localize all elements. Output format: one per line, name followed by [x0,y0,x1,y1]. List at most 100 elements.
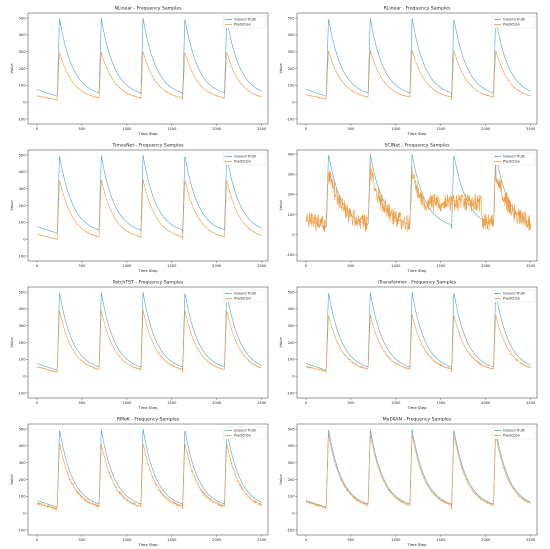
y-tick-label: 500 [288,290,296,294]
y-tick-label: 100 [19,495,27,499]
y-tick-label: 0 [23,374,26,378]
y-tick-label: 300 [288,461,296,465]
x-tick-label: 2500 [526,127,536,131]
x-tick-label: 2500 [257,264,267,268]
legend-box [491,152,536,166]
x-tick-label: 2000 [481,401,491,405]
x-axis-label: Time Step [406,131,427,136]
x-tick-label: 1500 [436,401,446,405]
y-tick-label: 500 [19,427,27,431]
x-tick-label: 1500 [167,538,177,542]
y-tick-label: 100 [288,358,296,362]
x-tick-label: 2000 [481,538,491,542]
y-tick-label: -100 [17,254,26,258]
y-tick-label: 0 [292,233,295,237]
chart-title: NLinear - Frequency Samples [114,6,182,12]
y-tick-label: 200 [19,67,27,71]
y-tick-label: 0 [23,237,26,241]
y-tick-label: 400 [19,33,27,37]
y-axis-label: Value [278,474,283,485]
y-tick-label: 500 [288,427,296,431]
y-tick-label: 300 [19,50,27,54]
y-tick-label: 200 [19,341,27,345]
plot-frame [27,149,269,262]
y-tick-label: 100 [288,84,296,88]
chart-title: iTransformer - Frequency Samples [378,280,457,286]
legend-box [491,289,536,303]
y-tick-label: 300 [19,461,27,465]
plot-frame [27,286,269,399]
y-tick-label: 100 [288,213,296,217]
legend-entry: Ground Truth [503,292,525,296]
x-tick-label: 1000 [391,401,401,405]
series-line-ground-truth [36,154,262,235]
legend-entry: Prediction [503,297,520,301]
x-tick-label: 2500 [257,538,267,542]
series-line-prediction [36,179,262,241]
x-tick-label: 1000 [391,127,401,131]
y-tick-label: 200 [288,341,296,345]
x-tick-label: 2000 [212,264,222,268]
plot-frame [296,12,538,125]
legend-box [222,289,267,303]
x-tick-label: 1500 [436,264,446,268]
y-tick-label: 400 [19,170,27,174]
y-tick-label: 0 [292,374,295,378]
x-tick-label: 2500 [526,264,536,268]
x-tick-label: 1000 [391,264,401,268]
x-tick-label: 1000 [122,264,132,268]
x-tick-label: 1000 [122,538,132,542]
y-tick-label: 200 [19,204,27,208]
legend-entry: Prediction [234,160,251,164]
series-line-prediction [36,442,262,511]
y-axis-label: Value [9,200,14,211]
x-axis-label: Time Step [406,542,427,547]
x-axis-label: Time Step [137,268,158,273]
y-tick-label: 300 [19,324,27,328]
y-tick-label: 400 [288,444,296,448]
x-tick-label: 500 [348,264,356,268]
legend-box [491,426,536,440]
chart-panel-6: iTransformer - Frequency Samples 0 500 1000… [278,280,538,410]
y-tick-label: 300 [288,50,296,54]
legend-box [222,152,267,166]
y-tick-label: 400 [19,444,27,448]
y-tick-label: 0 [292,100,295,104]
x-tick-label: 2500 [526,401,536,405]
y-tick-label: 300 [288,324,296,328]
y-tick-label: -100 [17,391,26,395]
y-tick-label: 0 [23,100,26,104]
x-tick-label: 500 [79,264,87,268]
legend-box [491,15,536,29]
plot-frame [296,286,538,399]
x-tick-label: 0 [36,538,39,542]
legend-entry: Ground Truth [503,155,525,159]
y-tick-label: -100 [17,117,26,121]
series-line-ground-truth [305,17,531,98]
chart-panel-7: RMoK - Frequency Samples 0 500 1000 1500 2000… [9,417,269,547]
x-tick-label: 2000 [481,127,491,131]
chart-title: SCINet - Frequency Samples [385,143,451,149]
x-tick-label: 1000 [391,538,401,542]
plot-frame [27,12,269,125]
chart-title: RMoK - Frequency Samples [117,417,180,423]
legend-entry: Ground Truth [503,429,525,433]
legend-entry: Prediction [503,160,520,164]
y-tick-label: 100 [19,358,27,362]
y-axis-label: Value [9,337,14,348]
x-tick-label: 0 [305,538,308,542]
series-line-prediction [305,434,531,510]
y-tick-label: 100 [19,84,27,88]
x-tick-label: 500 [348,538,356,542]
x-tick-label: 2500 [526,538,536,542]
x-tick-label: 500 [79,538,87,542]
y-tick-label: -100 [286,528,295,532]
y-tick-label: 500 [288,16,296,20]
x-tick-label: 2000 [212,538,222,542]
legend-entry: Ground Truth [234,429,256,433]
x-axis-label: Time Step [137,542,158,547]
y-axis-label: Value [278,63,283,74]
legend-entry: Ground Truth [234,155,256,159]
